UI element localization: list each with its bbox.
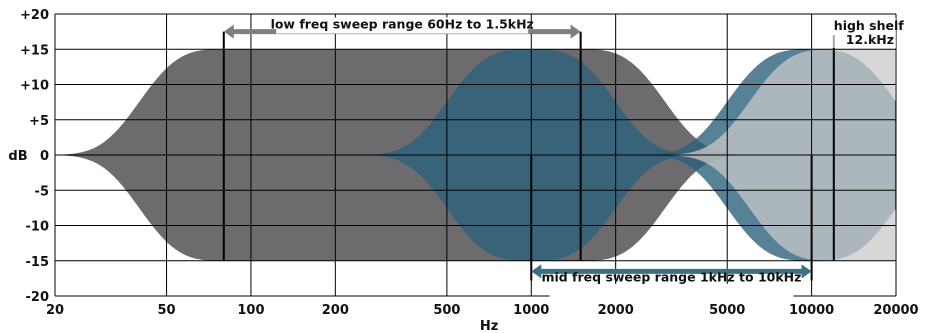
- y-tick-label: -15: [26, 255, 50, 270]
- y-tick-label: +10: [20, 79, 49, 94]
- mid-sweep-arrow-head-left: [531, 264, 542, 279]
- mid-sweep-label-bg: [549, 284, 794, 300]
- x-tick-label: 1000: [513, 303, 549, 318]
- x-tick-label: 200: [322, 303, 349, 318]
- x-axis-label: Hz: [480, 319, 498, 333]
- high-shelf-label-line1: high shelf: [834, 18, 904, 33]
- y-tick-label: -5: [35, 184, 49, 199]
- y-tick-label: +5: [29, 114, 49, 129]
- annotations: low freq sweep range 60Hz to 1.5kHz mid f…: [223, 17, 904, 300]
- mid-sweep-arrow-head-right: [801, 264, 812, 279]
- low-sweep-arrow-head-right: [570, 24, 581, 39]
- x-tick-label: 10000: [789, 303, 834, 318]
- y-tick-label: -10: [26, 220, 50, 235]
- y-tick-label: -20: [26, 290, 50, 305]
- y-axis-label: dB: [8, 149, 27, 164]
- grid-lines: [54, 13, 897, 297]
- frequency-markers: [222, 31, 835, 281]
- low-sweep-label-bg: [276, 17, 529, 34]
- low-sweep-label: low freq sweep range 60Hz to 1.5kHz: [271, 17, 534, 32]
- x-tick-label: 100: [237, 303, 264, 318]
- x-tick-label: 20000: [873, 303, 918, 318]
- y-tick-label: +20: [20, 8, 49, 23]
- high-shelf-label-bg: [831, 18, 896, 48]
- x-tick-label: 5000: [709, 303, 745, 318]
- x-tick-label: 2000: [598, 303, 634, 318]
- high-shelf-label-line2: 12.kHz: [846, 32, 894, 47]
- x-tick-label: 50: [158, 303, 176, 318]
- y-tick-label: +15: [20, 43, 49, 58]
- x-tick-label: 500: [433, 303, 460, 318]
- x-tick-label: 20: [46, 303, 64, 318]
- mid-sweep-label: mid freq sweep range 1kHz to 10kHz: [541, 269, 801, 284]
- y-tick-label: 0: [40, 149, 49, 164]
- low-sweep-arrow-head-left: [223, 24, 234, 39]
